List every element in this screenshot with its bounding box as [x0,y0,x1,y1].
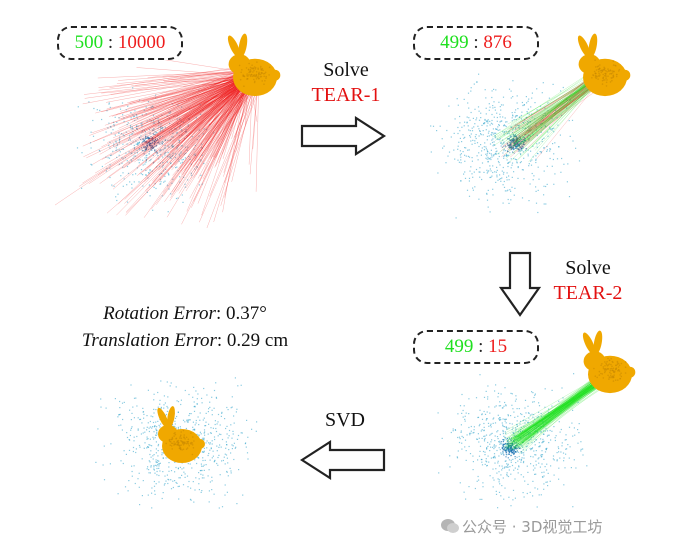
point-cloud-tear2 [437,330,636,509]
scene-cloud [437,373,594,509]
watermark: 公众号 · 3D视觉工坊 [462,518,603,536]
correspondence-count: 15 [488,336,508,357]
right-arrow-icon [300,116,387,156]
ratio-separator: : [473,32,479,53]
correspondence-count: 876 [483,32,512,53]
left-arrow-icon [300,440,386,480]
ratio-separator: : [107,32,114,53]
bunny-model [582,330,636,394]
inlier-count: 499 [440,32,469,53]
ratio-badge-tear1: 499 : 876 [413,26,539,60]
bunny-model [577,33,631,97]
step-method: TEAR-1 [311,84,381,106]
panel-initial: 500 : 10000 [55,18,305,253]
step-verb: Solve [565,257,611,279]
translation-error: Translation Error: 0.29 cm [40,327,330,354]
outlier-correspondences [55,57,266,229]
panel-after-tear1: 499 : 876 [405,18,655,253]
inlier-correspondences [502,368,612,455]
point-cloud-initial [55,33,281,229]
ratio-separator: : [478,336,484,357]
translation-error-label: Translation Error [81,330,217,351]
ratio-badge-tear2: 499 : 15 [413,330,539,364]
scene-cloud [430,73,581,219]
step-label-tear2: Solve TEAR-2 [538,256,638,306]
rotation-error: Rotation Error: 0.37° [40,300,330,327]
translation-error-value: : 0.29 cm [216,330,289,351]
step-label-tear1: Solve TEAR-1 [296,58,396,108]
step-verb: SVD [324,409,365,431]
bunny-model [157,406,205,463]
step-method: TEAR-2 [553,282,623,304]
step-verb: Solve [323,59,369,81]
bunny-model [227,33,281,97]
panel-after-tear2: 499 : 15 [405,322,655,532]
rotation-error-label: Rotation Error [103,303,216,324]
inlier-count: 500 [74,32,104,53]
point-cloud-aligned [95,377,258,509]
step-label-svd: SVD [300,408,390,432]
wechat-icon [441,519,459,533]
correspondence-count: 10000 [117,32,166,53]
error-metrics: Rotation Error: 0.37° Translation Error:… [40,300,330,354]
rotation-error-value: : 0.37° [215,303,267,324]
point-cloud-tear1 [430,33,631,219]
down-arrow-icon [498,251,542,317]
ratio-badge-initial: 500 : 10000 [57,26,183,60]
inlier-count: 499 [444,336,474,357]
panel-final [62,352,292,532]
scene-cloud [76,87,215,213]
